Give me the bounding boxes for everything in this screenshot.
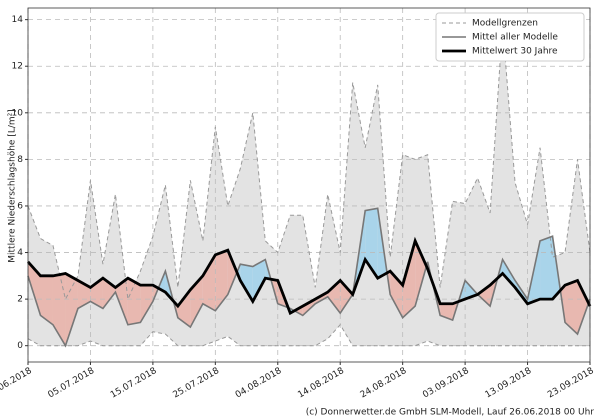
x-tick-label: 15.07.2018 (109, 366, 159, 401)
difference-fill (52, 273, 66, 346)
range-band (28, 24, 590, 346)
x-tick-label: 25.06.2018 (0, 366, 34, 401)
y-tick-label: 4 (17, 248, 23, 258)
x-tick-label: 04.08.2018 (234, 366, 284, 401)
x-tick-label: 05.07.2018 (47, 366, 97, 401)
difference-fill (540, 236, 553, 300)
difference-fill (127, 278, 141, 325)
difference-fill (415, 240, 427, 307)
y-tick-label: 12 (12, 62, 23, 72)
x-tick-label: 24.08.2018 (359, 366, 409, 401)
difference-fill (190, 275, 203, 328)
legend-label: Mittelwert 30 Jahre (472, 47, 558, 57)
difference-fill (402, 240, 416, 318)
x-tick-label: 13.09.2018 (484, 366, 534, 401)
x-tick-label: 03.09.2018 (421, 366, 471, 401)
x-tick-label: 23.09.2018 (546, 366, 596, 401)
difference-fill (40, 275, 53, 325)
y-tick-label: 6 (17, 201, 23, 211)
y-tick-label: 0 (17, 341, 23, 351)
plot-frame (27, 7, 591, 363)
difference-fill (502, 259, 516, 288)
legend-box (435, 12, 585, 62)
difference-fill (252, 259, 266, 302)
footer: (c) Donnerwetter.de GmbH SLM-Modell, Lau… (306, 408, 595, 418)
model-mean-line (27, 207, 591, 348)
difference-fill (177, 289, 191, 328)
difference-fill (477, 285, 491, 307)
difference-fill (577, 280, 589, 335)
y-tick-label: 14 (12, 15, 24, 25)
legend-label: Mittel aller Modelle (472, 33, 558, 43)
difference-fill (65, 273, 78, 346)
difference-fill (115, 278, 128, 325)
y-tick-label: 10 (12, 108, 24, 118)
difference-fill (327, 280, 341, 314)
x-tick-label: 14.08.2018 (296, 366, 346, 401)
difference-fill (28, 261, 41, 316)
difference-fill (365, 208, 378, 279)
difference-fill (340, 280, 353, 314)
difference-fill (202, 254, 216, 311)
difference-fill (215, 250, 228, 311)
difference-fill (77, 280, 91, 309)
climate-mean-line (26, 236, 592, 316)
legend-label: Modellgrenzen (472, 19, 538, 29)
y-tick-label: 2 (17, 295, 23, 305)
y-tick-label: 8 (17, 155, 23, 165)
difference-fill (140, 285, 153, 323)
difference-fill (227, 250, 237, 295)
upper-limit-line (27, 24, 591, 301)
y-axis-label: Mittlere Niederschlagshöhe [L/m²] (8, 109, 18, 263)
difference-fill (565, 280, 578, 335)
difference-fill (302, 299, 316, 316)
difference-fill (240, 264, 253, 302)
x-tick-label: 25.07.2018 (171, 366, 221, 401)
